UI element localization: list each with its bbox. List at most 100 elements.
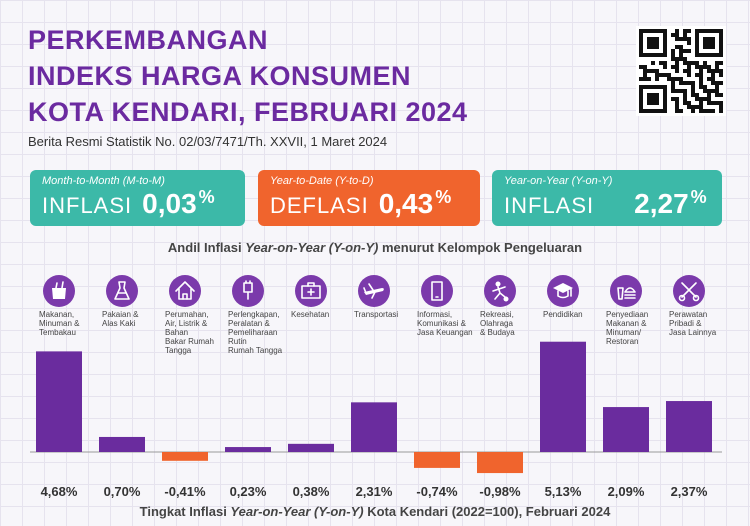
value-label: 2,09% [608, 484, 645, 499]
dress-icon [106, 275, 138, 307]
bar [477, 452, 523, 474]
value-label: 2,31% [356, 484, 393, 499]
category-label-line: Perumahan, [165, 310, 209, 319]
category-label-line: Kesehatan [291, 310, 329, 319]
soccer-player-icon [484, 275, 516, 307]
bar [603, 407, 649, 452]
category-label-line: Komunikasi & [417, 319, 467, 328]
value-label: 0,38% [293, 484, 330, 499]
bar [351, 402, 397, 452]
card-year-on-year: Year-on-Year (Y-on-Y) INFLASI 2,27 % [492, 170, 722, 226]
chart-footer-prefix: Tingkat Inflasi [139, 504, 231, 519]
title-line-1: PERKEMBANGAN [28, 25, 269, 55]
category-label-line: Restoran [606, 337, 638, 346]
category-5: Kesehatan 0,38% [288, 275, 334, 499]
card-ytd-unit: % [435, 187, 452, 207]
card-mtm-period: Month-to-Month (M-to-M) [42, 175, 165, 187]
category-4: Perlengkapan, Peralatan & Pemeliharaan Ruti… [225, 275, 283, 499]
chart-footer-suffix: Kota Kendari (2022=100), Februari 2024 [363, 504, 611, 519]
card-ytd-kind: DEFLASI [270, 193, 369, 218]
value-label: -0,74% [416, 484, 458, 499]
title-line-3: KOTA KENDARI, FEBRUARI 2024 [28, 97, 468, 127]
category-label: Perlengkapan, Peralatan & Pemeliharaan Ruti… [228, 310, 283, 355]
category-9: Pendidikan 5,13% [540, 275, 586, 499]
category-11: Perawatan Pribadi & Jasa Lainnya 2,37% [666, 275, 717, 499]
category-label-line: Bahan [165, 328, 188, 337]
category-label-line: Informasi, [417, 310, 452, 319]
category-label-line: Alas Kaki [102, 319, 136, 328]
grocery-bag-icon [43, 275, 75, 307]
value-label: -0,41% [164, 484, 206, 499]
category-label-line: Perawatan [669, 310, 707, 319]
scissors-comb-icon [673, 275, 705, 307]
bar [414, 452, 460, 468]
category-label: Makanan, Minuman & Tembakau [39, 310, 80, 337]
airplane-icon [358, 275, 390, 307]
category-label-line: Pendidikan [543, 310, 583, 319]
value-label: 4,68% [41, 484, 78, 499]
category-label-line: Air, Listrik & [165, 319, 208, 328]
card-yoy-kind: INFLASI [504, 193, 595, 218]
category-label-line: Makanan & [606, 319, 647, 328]
card-ytd-value: 0,43 [378, 188, 434, 219]
house-icon [169, 275, 201, 307]
category-label-line: Minuman/ [606, 328, 642, 337]
chart-heading-italic: Year-on-Year (Y-on-Y) [245, 240, 379, 255]
card-mtm-kind: INFLASI [42, 193, 133, 218]
card-ytd-period: Year-to-Date (Y-to-D) [270, 175, 374, 187]
category-label: Rekreasi, Olahraga & Budaya [480, 310, 515, 337]
card-month-to-month: Month-to-Month (M-to-M) INFLASI 0,03 % [30, 170, 245, 226]
chart-footer-italic: Year-on-Year (Y-on-Y) [230, 504, 364, 519]
category-label: Kesehatan [291, 310, 329, 319]
category-label-line: Rekreasi, [480, 310, 514, 319]
category-label: Transportasi [354, 310, 398, 319]
value-label: 2,37% [671, 484, 708, 499]
category-label-line: Peralatan & [228, 319, 270, 328]
category-label-line: Rumah Tangga [228, 346, 283, 355]
category-label-line: Jasa Lainnya [669, 328, 717, 337]
smartphone-icon [421, 275, 453, 307]
card-yoy-value: 2,27 [634, 188, 689, 219]
qr-code-icon[interactable] [636, 26, 726, 116]
first-aid-kit-icon [295, 275, 327, 307]
bar [162, 452, 208, 461]
card-mtm-unit: % [198, 187, 215, 207]
category-label-line: Pemeliharaan [228, 328, 277, 337]
bar [99, 436, 145, 452]
category-label: Perumahan, Air, Listrik & Bahan Bakar Rumah… [165, 310, 214, 355]
card-mtm-value: 0,03 [142, 188, 197, 219]
chart-footer-title: Tingkat Inflasi Year-on-Year (Y-on-Y) Ko… [0, 504, 750, 519]
category-label-line: Perlengkapan, [228, 310, 280, 319]
category-label-line: Minuman & [39, 319, 80, 328]
value-label: 5,13% [545, 484, 582, 499]
category-label: Penyediaan Makanan & Minuman/Restoran [606, 310, 648, 346]
value-label: 0,23% [230, 484, 267, 499]
value-label: -0,98% [479, 484, 521, 499]
chart-heading: Andil Inflasi Year-on-Year (Y-on-Y) menu… [0, 240, 750, 255]
category-label-line: & Budaya [480, 328, 515, 337]
chart-heading-prefix: Andil Inflasi [167, 240, 246, 255]
chart-heading-suffix: menurut Kelompok Pengeluaran [378, 240, 583, 255]
category-label: Informasi, Komunikasi & Jasa Keuangan [417, 310, 473, 337]
category-label-line: Tangga [165, 346, 192, 355]
card-yoy-period: Year-on-Year (Y-on-Y) [504, 175, 613, 187]
category-label: Pendidikan [543, 310, 583, 319]
value-label: 0,70% [104, 484, 141, 499]
category-3: Perumahan, Air, Listrik & Bahan Bakar Rumah… [162, 275, 214, 499]
category-label-line: Bakar Rumah [165, 337, 214, 346]
category-label-line: Makanan, [39, 310, 74, 319]
page-title: PERKEMBANGAN INDEKS HARGA KONSUMEN KOTA … [28, 22, 468, 130]
bar [540, 341, 586, 452]
bar [225, 447, 271, 452]
category-label-line: Tembakau [39, 328, 76, 337]
category-7: Informasi, Komunikasi & Jasa Keuangan -0,74… [414, 275, 473, 499]
bar [36, 351, 82, 452]
subtitle: Berita Resmi Statistik No. 02/03/7471/Th… [28, 134, 388, 149]
graduation-cap-icon [547, 275, 579, 307]
category-label-line: Transportasi [354, 310, 398, 319]
category-label-line: Pakaian & [102, 310, 139, 319]
category-label-line: Jasa Keuangan [417, 328, 473, 337]
title-line-2: INDEKS HARGA KONSUMEN [28, 61, 412, 91]
category-label-line: Olahraga [480, 319, 513, 328]
